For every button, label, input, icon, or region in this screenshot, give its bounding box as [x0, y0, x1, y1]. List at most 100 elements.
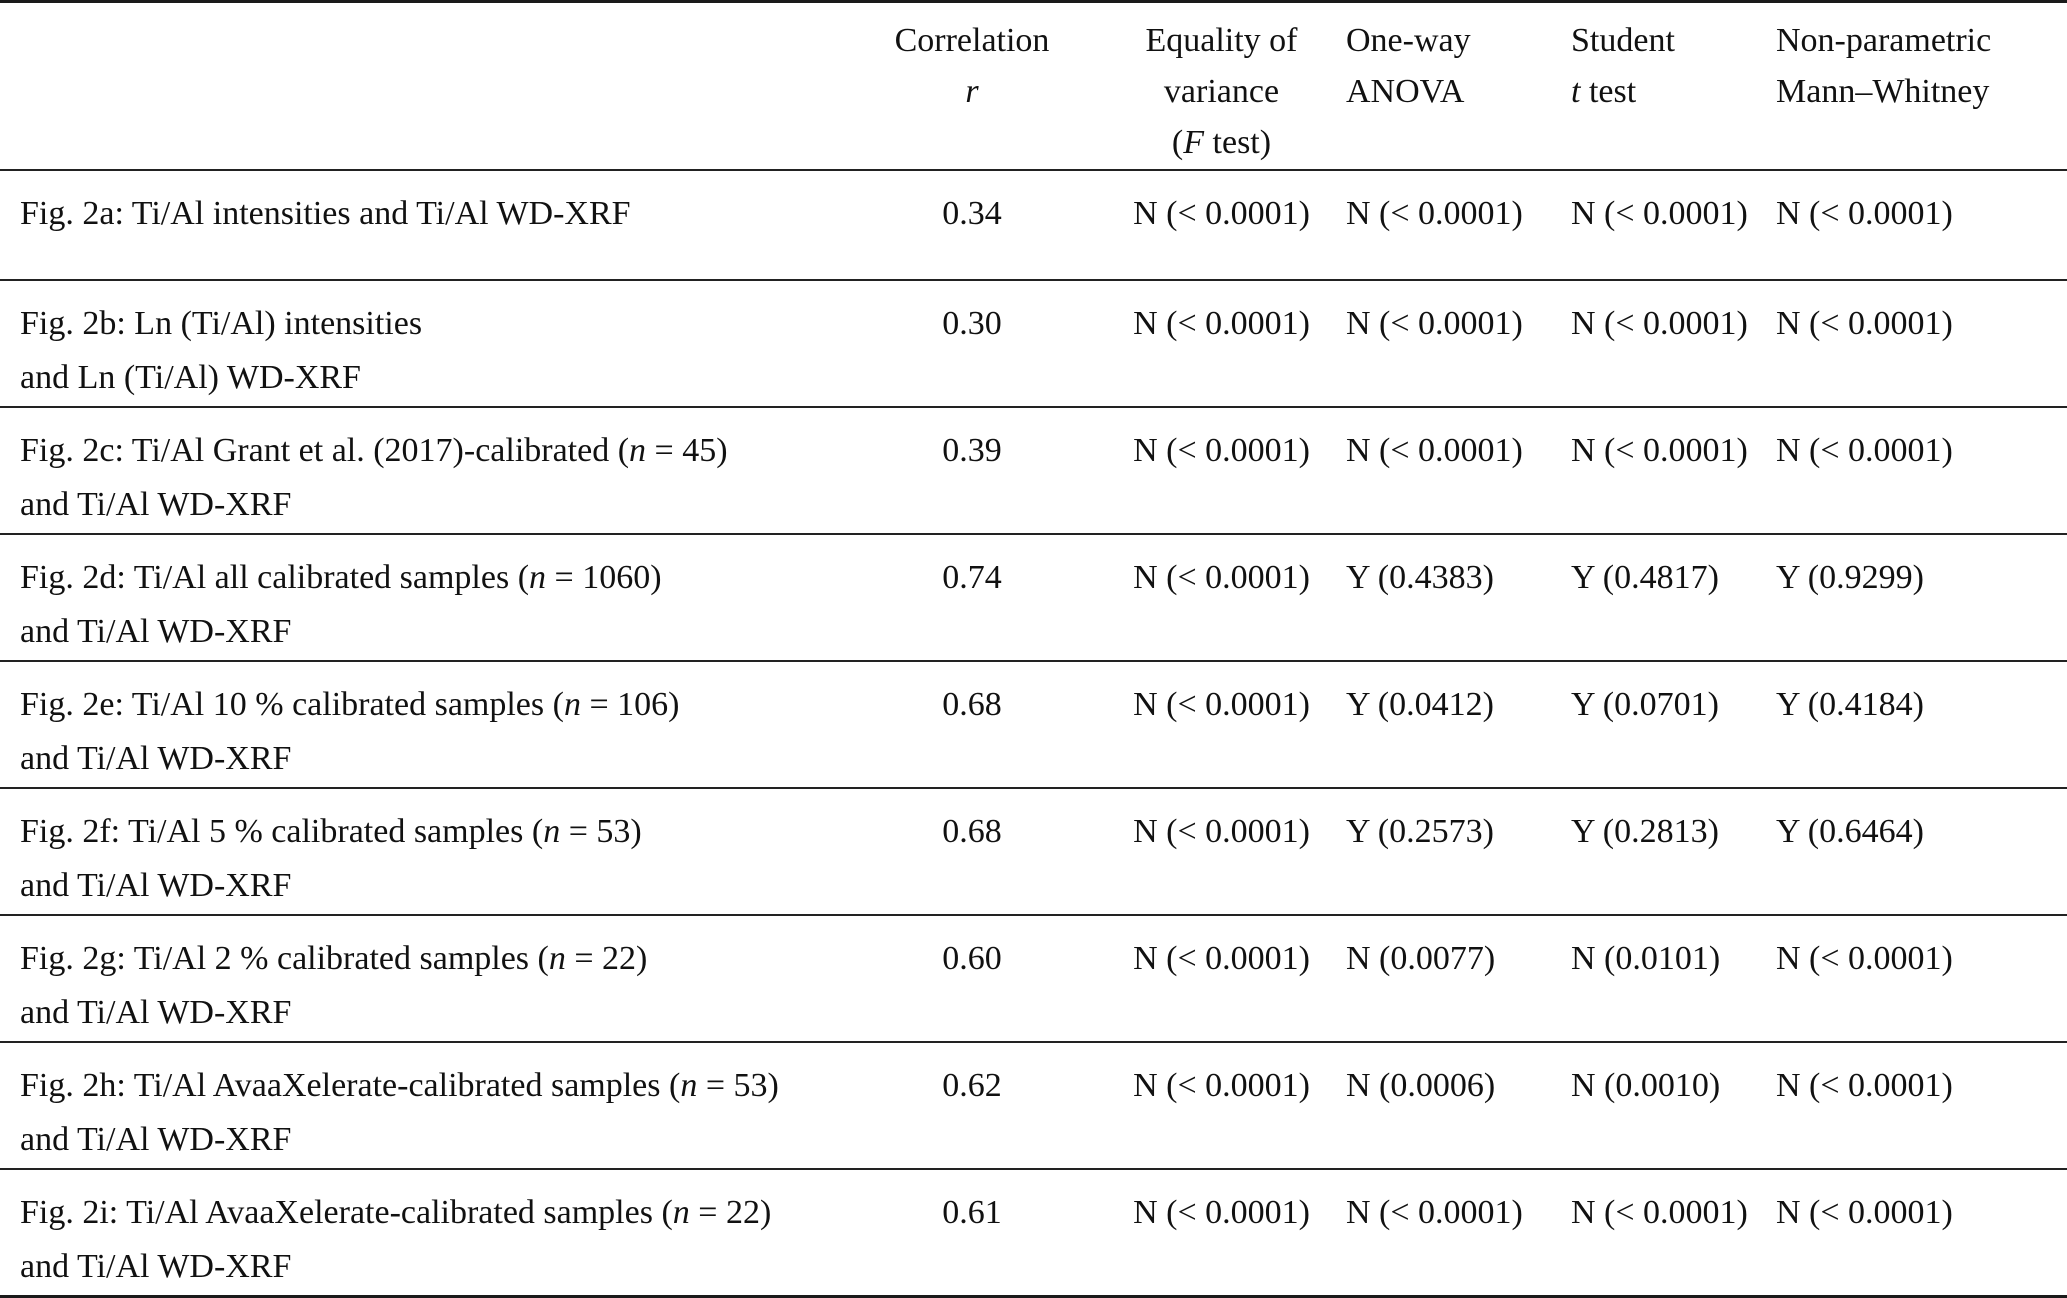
table-row-fig-2h: Fig. 2h: Ti/Al AvaaXelerate-calibrated s…	[0, 1042, 2067, 1169]
table-row-fig-2e: Fig. 2e: Ti/Al 10 % calibrated samples (…	[0, 661, 2067, 788]
header-anova-line1: One-way	[1346, 22, 1471, 59]
anova-value: Y (0.4383)	[1346, 559, 1494, 596]
anova-value: N (< 0.0001)	[1346, 305, 1523, 342]
mann-whitney-value: Y (0.9299)	[1776, 559, 1924, 596]
correlation-value: 0.62	[942, 1067, 1002, 1104]
row-label-line1: Fig. 2f: Ti/Al 5 % calibrated samples (n…	[20, 813, 642, 850]
table-row-fig-2g: Fig. 2g: Ti/Al 2 % calibrated samples (n…	[0, 915, 2067, 1042]
table-body: Fig. 2a: Ti/Al intensities and Ti/Al WD-…	[0, 170, 2067, 1297]
row-label: Fig. 2f: Ti/Al 5 % calibrated samples (n…	[0, 788, 875, 915]
mann-whitney-value: N (< 0.0001)	[1776, 940, 1953, 977]
header-student-line1: Student	[1571, 22, 1675, 59]
variance-test-value: N (< 0.0001)	[1133, 432, 1310, 469]
table-row-fig-2i: Fig. 2i: Ti/Al AvaaXelerate-calibrated s…	[0, 1169, 2067, 1297]
row-label-line1: Fig. 2a: Ti/Al intensities and Ti/Al WD-…	[20, 195, 631, 232]
variance-test-value: N (< 0.0001)	[1133, 813, 1310, 850]
row-label-line2: and Ti/Al WD-XRF	[20, 486, 292, 523]
correlation-value: 0.30	[942, 305, 1002, 342]
row-label-line2: and Ti/Al WD-XRF	[20, 1248, 292, 1285]
table-row-fig-2b: Fig. 2b: Ln (Ti/Al) intensities and Ln (…	[0, 280, 2067, 407]
header-student-t-test: Student t test	[1570, 2, 1775, 171]
mann-whitney-value: Y (0.4184)	[1776, 686, 1924, 723]
row-label-line1: Fig. 2g: Ti/Al 2 % calibrated samples (n…	[20, 940, 648, 977]
header-variance-line1: Equality of	[1145, 22, 1298, 59]
correlation-value: 0.74	[942, 559, 1002, 596]
mann-whitney-value: N (< 0.0001)	[1776, 195, 1953, 232]
header-anova-line2: ANOVA	[1346, 73, 1465, 110]
mann-whitney-value: N (< 0.0001)	[1776, 432, 1953, 469]
header-mann-whitney-line2: Mann–Whitney	[1776, 73, 1990, 110]
row-label-line2: and Ln (Ti/Al) WD-XRF	[20, 359, 361, 396]
row-label: Fig. 2a: Ti/Al intensities and Ti/Al WD-…	[0, 170, 875, 280]
anova-value: N (< 0.0001)	[1346, 195, 1523, 232]
row-label-line1: Fig. 2b: Ln (Ti/Al) intensities	[20, 305, 423, 342]
correlation-value: 0.61	[942, 1194, 1002, 1231]
row-label: Fig. 2g: Ti/Al 2 % calibrated samples (n…	[0, 915, 875, 1042]
header-mann-whitney: Non-parametric Mann–Whitney	[1775, 2, 2067, 171]
table-row-fig-2f: Fig. 2f: Ti/Al 5 % calibrated samples (n…	[0, 788, 2067, 915]
row-label: Fig. 2h: Ti/Al AvaaXelerate-calibrated s…	[0, 1042, 875, 1169]
mann-whitney-value: N (< 0.0001)	[1776, 1194, 1953, 1231]
header-correlation: Correlation r	[875, 2, 1069, 171]
variance-test-value: N (< 0.0001)	[1133, 940, 1310, 977]
header-variance-line2: variance	[1163, 73, 1280, 110]
row-label-line2: and Ti/Al WD-XRF	[20, 613, 292, 650]
header-one-way-anova: One-way ANOVA	[1345, 2, 1570, 171]
variance-test-value: N (< 0.0001)	[1133, 195, 1310, 232]
anova-value: N (0.0077)	[1346, 940, 1496, 977]
row-label-line1: Fig. 2h: Ti/Al AvaaXelerate-calibrated s…	[20, 1067, 779, 1104]
mann-whitney-value: Y (0.6464)	[1776, 813, 1924, 850]
t-test-value: Y (0.2813)	[1571, 813, 1719, 850]
header-correlation-line1: Correlation	[894, 22, 1050, 59]
correlation-value: 0.60	[942, 940, 1002, 977]
table-row-fig-2a: Fig. 2a: Ti/Al intensities and Ti/Al WD-…	[0, 170, 2067, 280]
correlation-value: 0.39	[942, 432, 1002, 469]
row-label: Fig. 2b: Ln (Ti/Al) intensities and Ln (…	[0, 280, 875, 407]
variance-test-value: N (< 0.0001)	[1133, 305, 1310, 342]
header-mann-whitney-line1: Non-parametric	[1776, 22, 1992, 59]
anova-value: N (< 0.0001)	[1346, 1194, 1523, 1231]
variance-test-value: N (< 0.0001)	[1133, 1067, 1310, 1104]
t-test-value: N (0.0101)	[1571, 940, 1721, 977]
variance-test-value: N (< 0.0001)	[1133, 559, 1310, 596]
t-test-value: Y (0.0701)	[1571, 686, 1719, 723]
variance-test-value: N (< 0.0001)	[1133, 1194, 1310, 1231]
anova-value: Y (0.2573)	[1346, 813, 1494, 850]
header-empty-cell	[0, 2, 875, 171]
table-header: Correlation r Equality of variance (F te…	[0, 2, 2067, 171]
header-row: Correlation r Equality of variance (F te…	[0, 2, 2067, 171]
t-test-value: N (< 0.0001)	[1571, 305, 1748, 342]
t-test-value: N (< 0.0001)	[1571, 1194, 1748, 1231]
row-label-line1: Fig. 2i: Ti/Al AvaaXelerate-calibrated s…	[20, 1194, 772, 1231]
correlation-value: 0.68	[942, 686, 1002, 723]
mann-whitney-value: N (< 0.0001)	[1776, 1067, 1953, 1104]
row-label-line2: and Ti/Al WD-XRF	[20, 867, 292, 904]
variance-test-value: N (< 0.0001)	[1133, 686, 1310, 723]
row-label: Fig. 2d: Ti/Al all calibrated samples (n…	[0, 534, 875, 661]
mann-whitney-value: N (< 0.0001)	[1776, 305, 1953, 342]
header-student-line2: t test	[1571, 73, 1637, 110]
row-label: Fig. 2i: Ti/Al AvaaXelerate-calibrated s…	[0, 1169, 875, 1297]
row-label-line1: Fig. 2d: Ti/Al all calibrated samples (n…	[20, 559, 662, 596]
t-test-value: N (< 0.0001)	[1571, 432, 1748, 469]
header-variance-line3: (F test)	[1171, 124, 1272, 161]
t-test-value: N (0.0010)	[1571, 1067, 1721, 1104]
header-equality-of-variance: Equality of variance (F test)	[1069, 2, 1345, 171]
row-label-line2: and Ti/Al WD-XRF	[20, 994, 292, 1031]
header-correlation-line2: r	[965, 73, 979, 110]
correlation-value: 0.68	[942, 813, 1002, 850]
row-label-line1: Fig. 2e: Ti/Al 10 % calibrated samples (…	[20, 686, 680, 723]
correlation-value: 0.34	[942, 195, 1002, 232]
table-row-fig-2c: Fig. 2c: Ti/Al Grant et al. (2017)-calib…	[0, 407, 2067, 534]
row-label: Fig. 2e: Ti/Al 10 % calibrated samples (…	[0, 661, 875, 788]
t-test-value: Y (0.4817)	[1571, 559, 1719, 596]
table-row-fig-2d: Fig. 2d: Ti/Al all calibrated samples (n…	[0, 534, 2067, 661]
row-label-line1: Fig. 2c: Ti/Al Grant et al. (2017)-calib…	[20, 432, 728, 469]
row-label-line2: and Ti/Al WD-XRF	[20, 740, 292, 777]
anova-value: Y (0.0412)	[1346, 686, 1494, 723]
anova-value: N (< 0.0001)	[1346, 432, 1523, 469]
t-test-value: N (< 0.0001)	[1571, 195, 1748, 232]
anova-value: N (0.0006)	[1346, 1067, 1496, 1104]
row-label: Fig. 2c: Ti/Al Grant et al. (2017)-calib…	[0, 407, 875, 534]
